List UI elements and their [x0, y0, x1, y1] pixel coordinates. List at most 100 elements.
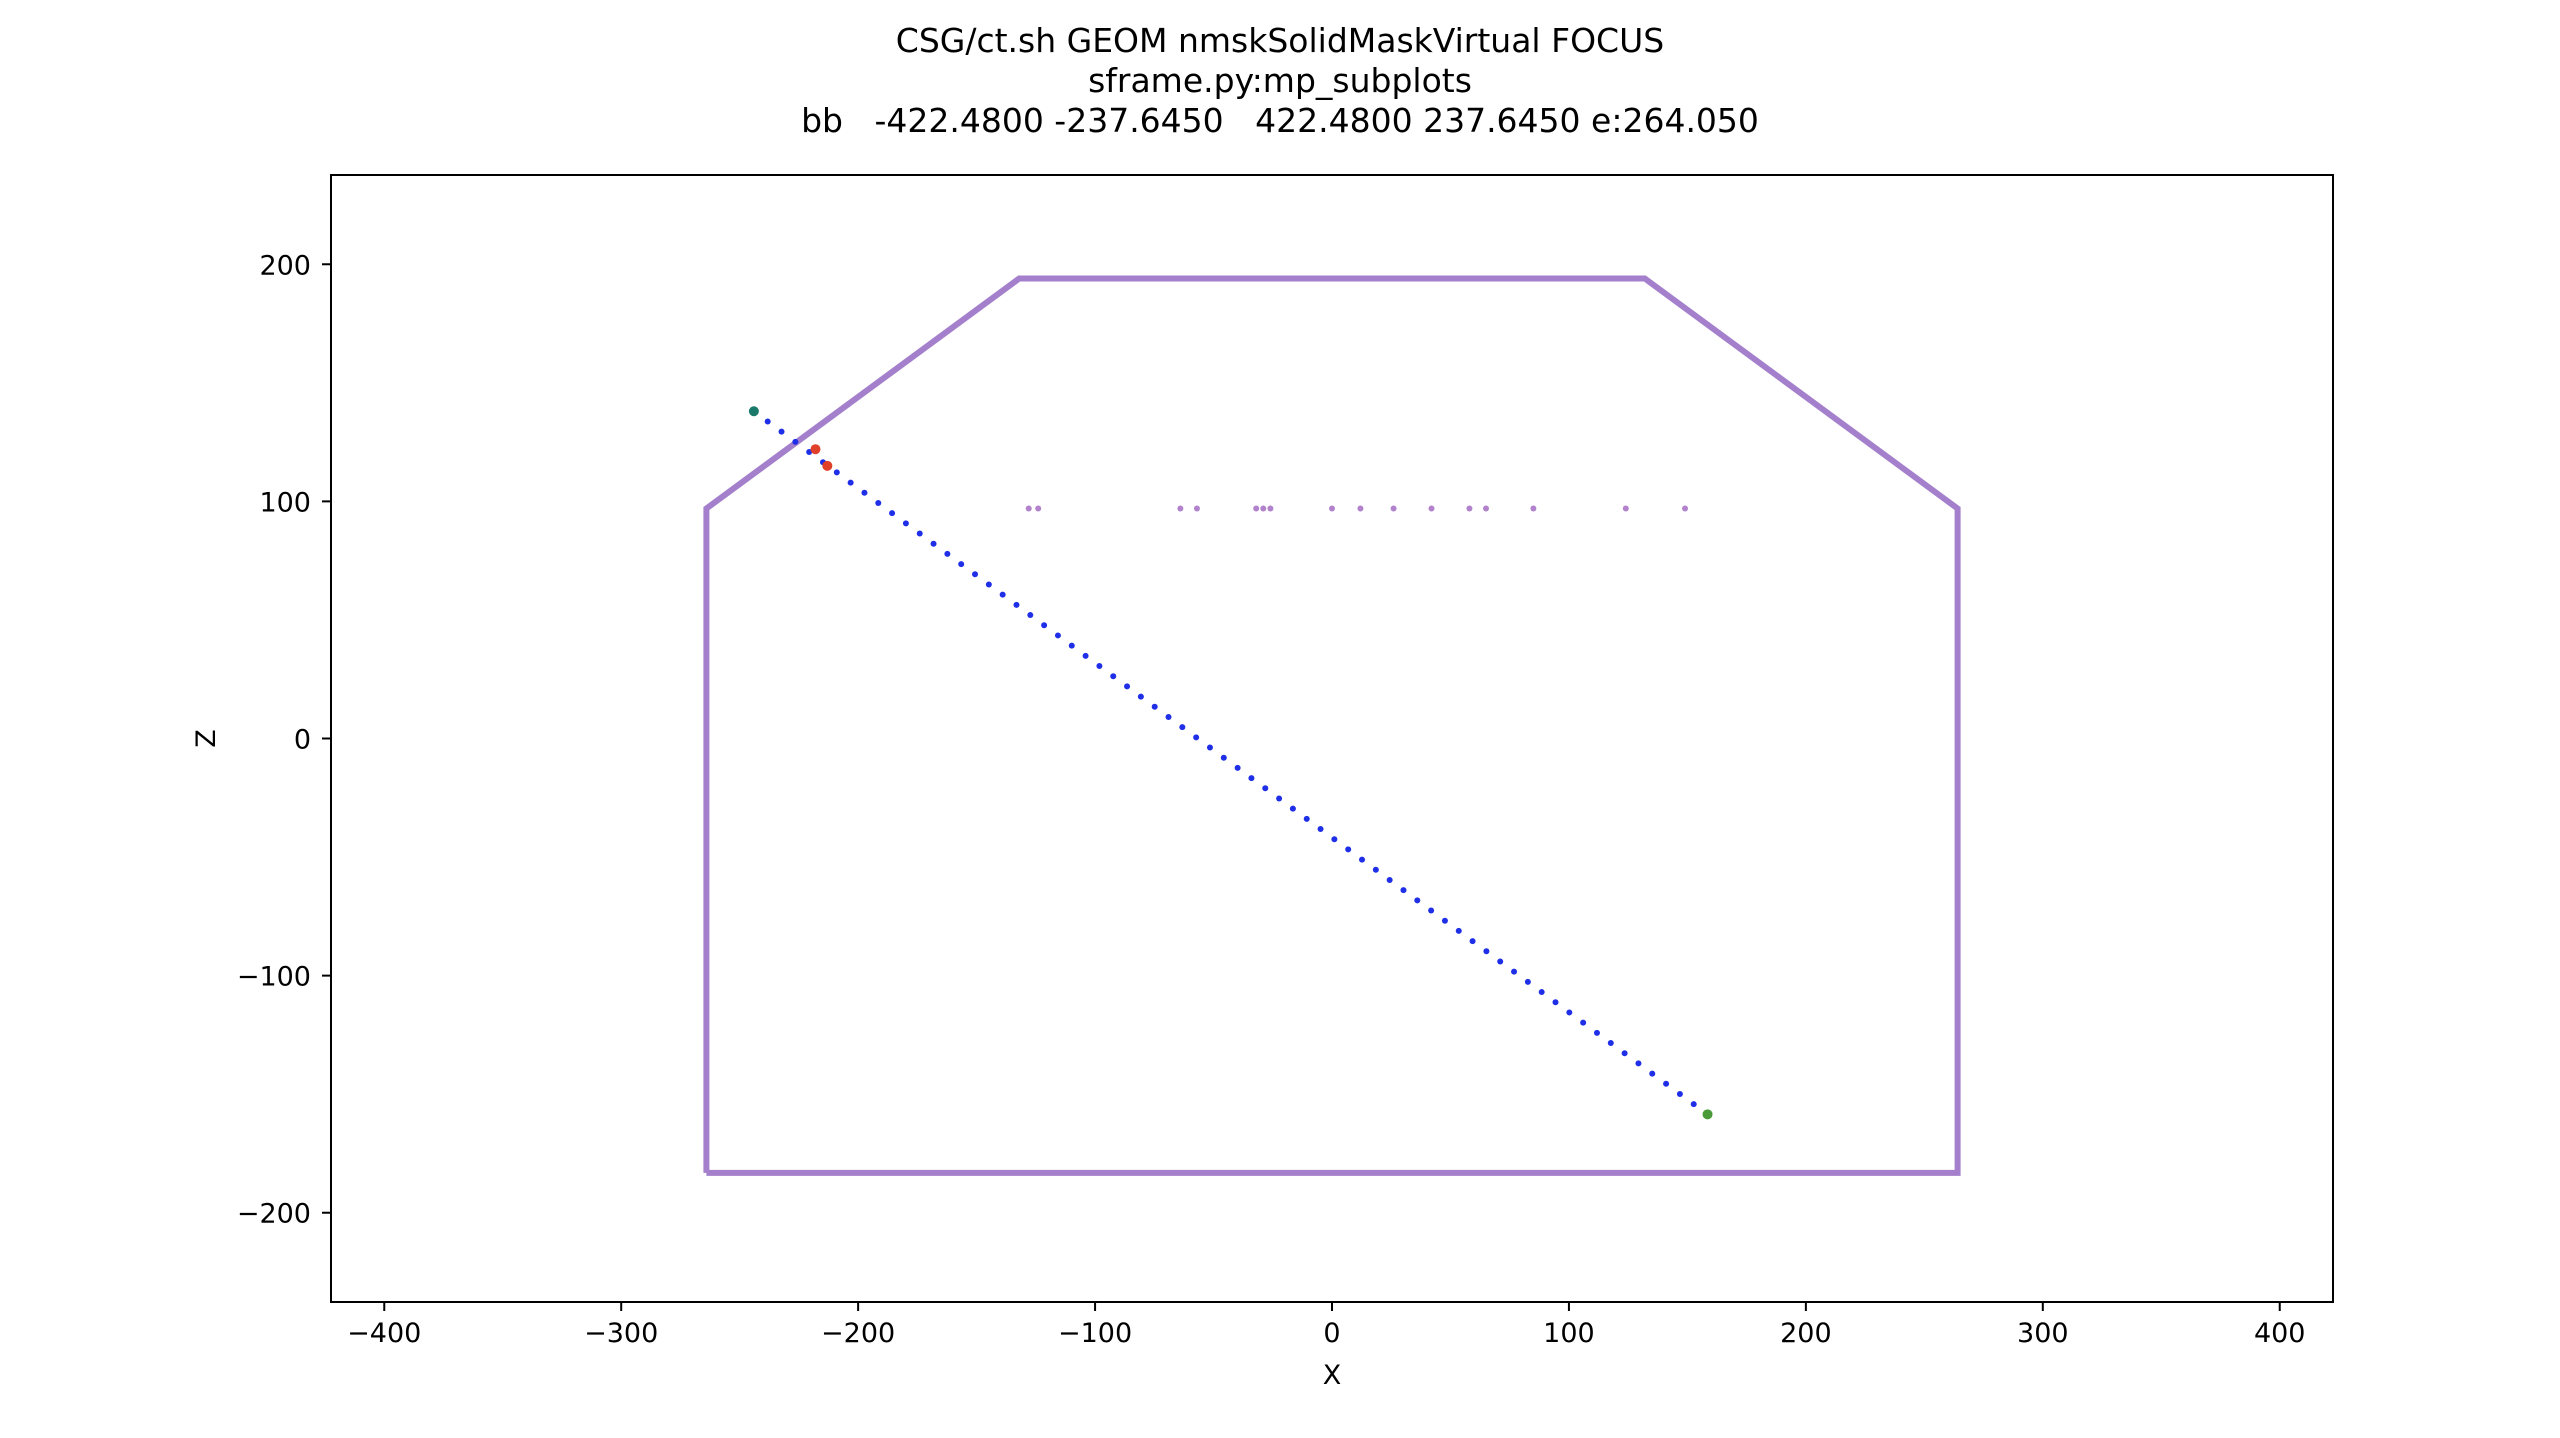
- ray-point: [778, 428, 785, 435]
- chart-title-line-3: bb -422.4800 -237.6450 422.4800 237.6450…: [801, 101, 1759, 140]
- marker-point: [810, 444, 821, 455]
- ray-point: [1511, 968, 1518, 975]
- ray-point: [1455, 927, 1462, 934]
- ray-point: [764, 418, 771, 425]
- ray-point: [1151, 703, 1158, 710]
- ray-point: [889, 510, 896, 517]
- x-tick-label: −200: [821, 1318, 895, 1349]
- intersect-point: [1329, 505, 1335, 512]
- ray-point: [1372, 866, 1379, 873]
- x-tick-label: −300: [584, 1318, 658, 1349]
- ray-point: [792, 438, 799, 445]
- intersect-point: [1260, 505, 1267, 512]
- intersect-point: [1177, 505, 1184, 512]
- chart-title-line-2: sframe.py:mp_subplots: [1088, 61, 1472, 100]
- ray-point: [985, 581, 992, 588]
- x-tick-label: 0: [1323, 1318, 1340, 1349]
- chart-title: CSG/ct.sh GEOM nmskSolidMaskVirtual FOCU…: [801, 21, 1759, 140]
- ray-point: [1428, 907, 1435, 914]
- intersect-point: [1622, 505, 1629, 512]
- ray-point: [1649, 1070, 1656, 1077]
- ray-point: [1414, 897, 1421, 904]
- ray-point: [1400, 887, 1407, 894]
- ray-point: [1331, 836, 1338, 843]
- y-axis-label: Z: [191, 729, 222, 748]
- ray-point: [1276, 795, 1283, 802]
- ray-point: [875, 499, 882, 506]
- x-axis-label: X: [1323, 1360, 1342, 1391]
- plot-area: [703, 275, 1961, 1176]
- ray-point: [1469, 938, 1476, 945]
- intersect-point: [1466, 505, 1473, 512]
- x-tick-label: 400: [2254, 1318, 2306, 1349]
- ray-point: [999, 591, 1006, 598]
- y-tick-label: −100: [237, 962, 311, 993]
- ray-point: [1082, 652, 1089, 659]
- ray-point: [1068, 642, 1075, 649]
- intersect-point: [1428, 505, 1435, 512]
- ray-point: [1289, 805, 1296, 812]
- ray-point: [1538, 989, 1545, 996]
- ray-point: [1262, 785, 1269, 792]
- ray-point: [1137, 693, 1144, 700]
- x-tick-label: 200: [1780, 1318, 1832, 1349]
- ray-point: [1345, 846, 1352, 853]
- ray-point: [1359, 856, 1366, 863]
- ray-point: [902, 520, 909, 527]
- ray-point: [1179, 724, 1186, 731]
- ray-point: [958, 561, 965, 568]
- intersect-point: [1035, 505, 1042, 512]
- ray-point: [972, 571, 979, 578]
- ray-point: [1441, 917, 1448, 924]
- ray-point: [1386, 876, 1393, 883]
- ray-point: [1234, 764, 1241, 771]
- ray-point: [930, 540, 937, 547]
- ray-point: [916, 530, 923, 537]
- ray-point: [1676, 1090, 1683, 1097]
- intersect-point: [1253, 505, 1260, 512]
- intersect-point: [1682, 505, 1689, 512]
- ray-point: [861, 489, 868, 496]
- ray-point: [1220, 754, 1227, 761]
- y-tick-label: −200: [237, 1199, 311, 1230]
- ray-point: [833, 469, 840, 476]
- ray-point: [1124, 683, 1131, 690]
- x-tick-label: 100: [1543, 1318, 1595, 1349]
- ray-point: [1206, 744, 1213, 751]
- ray-point: [1054, 632, 1061, 639]
- intersect-point: [1357, 505, 1364, 512]
- y-tick-label: 200: [259, 250, 311, 281]
- marker-point: [748, 406, 759, 417]
- ray-point: [1110, 673, 1117, 680]
- intersect-point: [1025, 505, 1032, 512]
- y-axis: −200 −100 0 100 200: [237, 250, 331, 1230]
- intersect-point: [1267, 505, 1274, 512]
- ray-point: [1497, 958, 1504, 965]
- solid-outline: [703, 275, 1961, 1176]
- marker-point: [822, 460, 833, 471]
- ray-point: [1690, 1101, 1697, 1108]
- ray-point: [1027, 612, 1034, 619]
- ray-point: [1165, 713, 1172, 720]
- ray-point: [1552, 999, 1559, 1006]
- ray-point: [1303, 815, 1310, 822]
- intersect-point: [1483, 505, 1490, 512]
- ray-point: [1096, 663, 1103, 670]
- intersect-point: [1390, 505, 1397, 512]
- x-tick-label: 300: [2017, 1318, 2069, 1349]
- ray-point: [1635, 1060, 1642, 1067]
- ray-point: [1663, 1080, 1670, 1087]
- intersect-point: [1193, 505, 1200, 512]
- axes-frame: [330, 174, 2334, 1303]
- ray-point: [1193, 734, 1200, 741]
- x-tick-label: −100: [1058, 1318, 1132, 1349]
- ray-point: [847, 479, 854, 486]
- ray-point: [944, 550, 951, 557]
- x-tick-label: −400: [347, 1318, 421, 1349]
- ray-point: [1607, 1040, 1614, 1047]
- ray-point: [1621, 1050, 1628, 1057]
- ray-point: [1248, 775, 1255, 782]
- x-axis: −400 −300 −200 −100 0 100 200 300 400: [347, 1302, 2306, 1349]
- intersect-point: [1530, 505, 1537, 512]
